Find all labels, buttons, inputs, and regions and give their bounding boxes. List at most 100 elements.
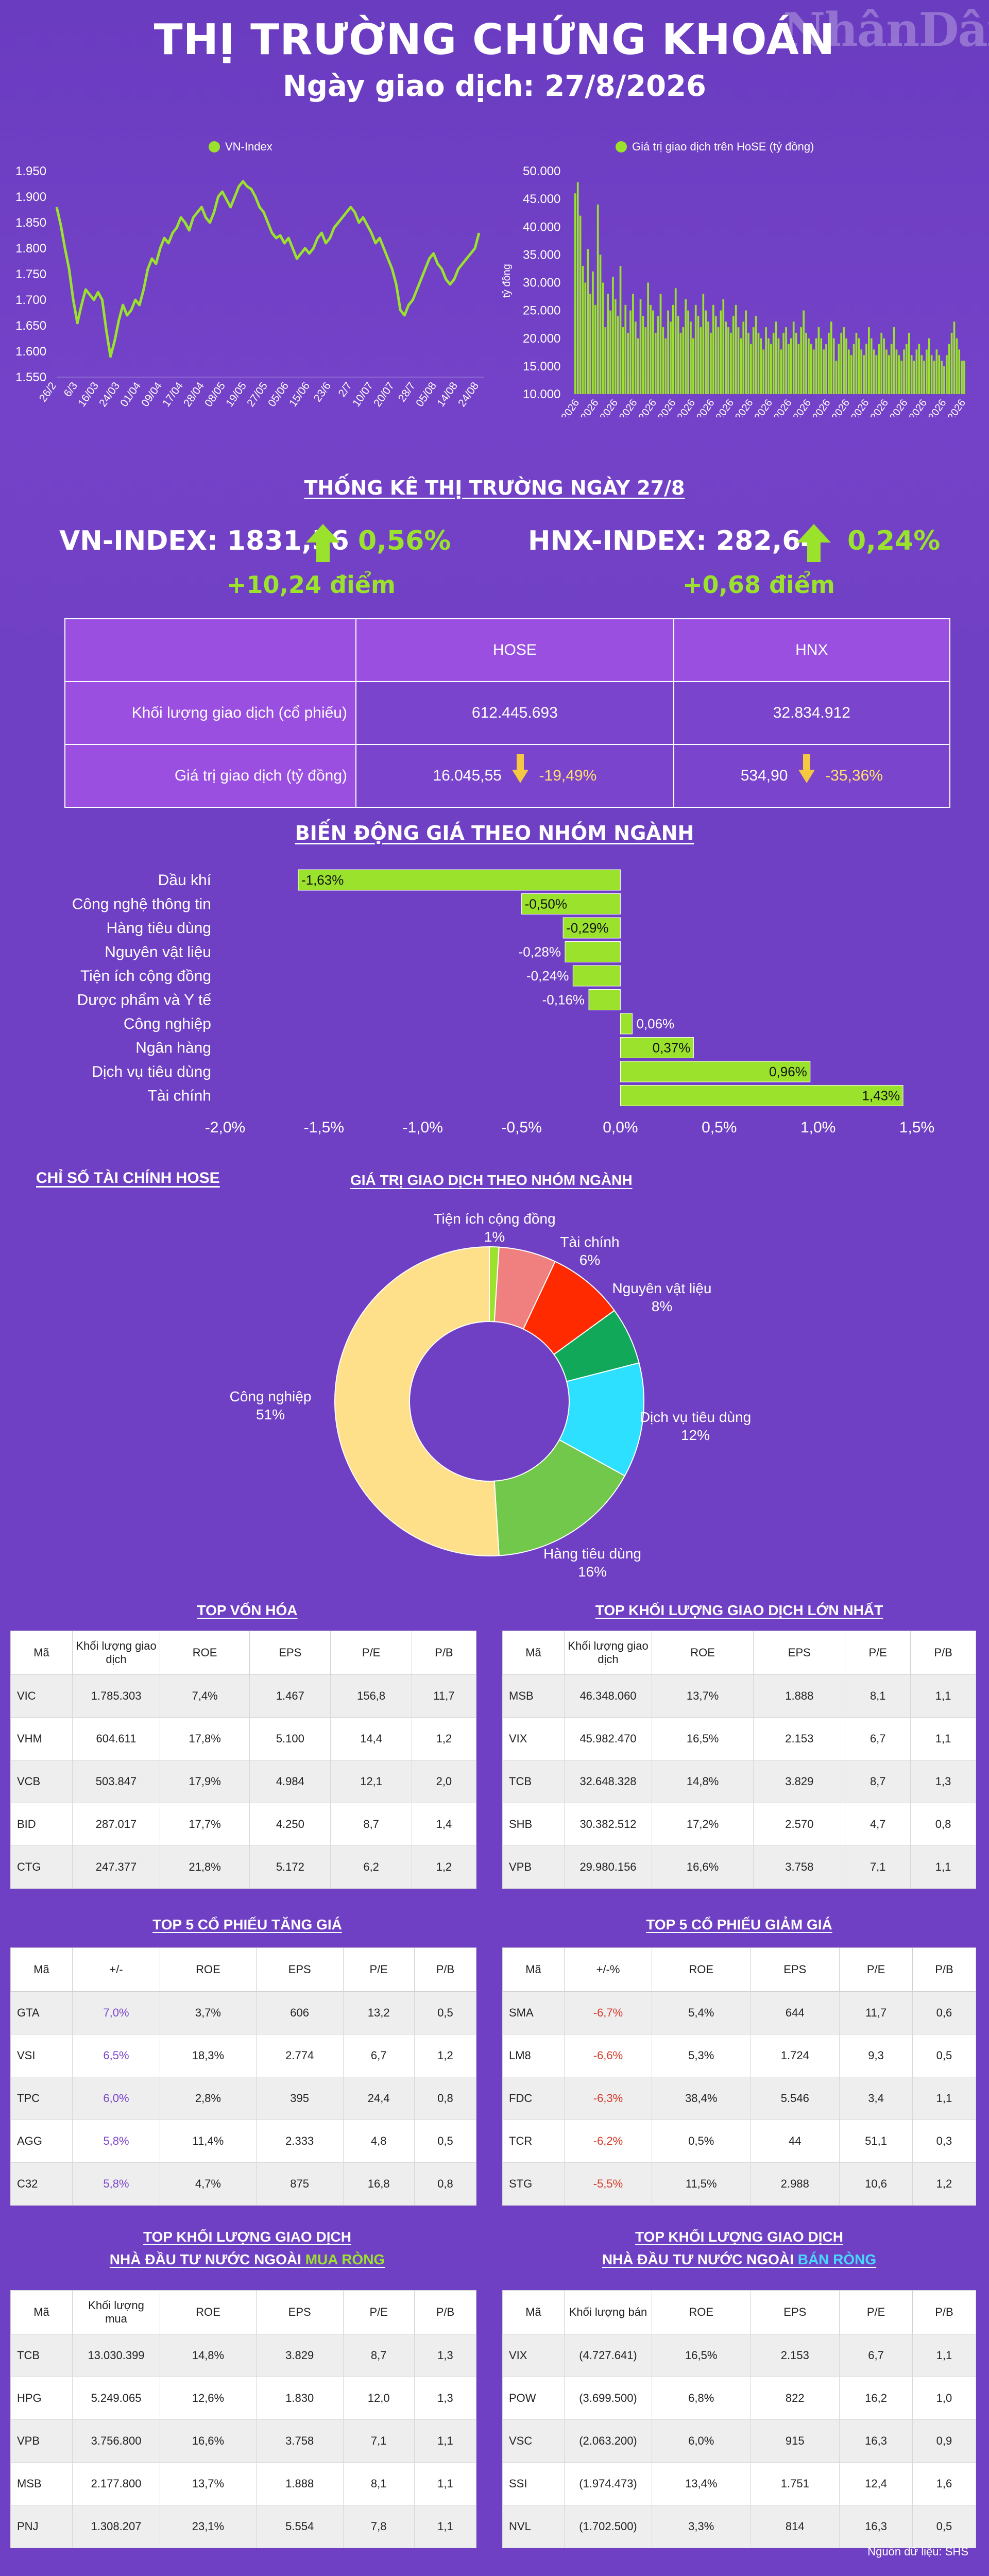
- hose-value-bar: [760, 338, 762, 394]
- y-tick-label: 1.650: [15, 319, 46, 333]
- foreign-sell-title-line2: NHÀ ĐẦU TƯ NƯỚC NGOÀI BÁN RÒNG: [502, 2248, 976, 2271]
- hose-value-bar: [700, 327, 702, 394]
- hose-value-bar: [782, 332, 785, 394]
- table-row: STG -5,5% 11,5% 2.988 10,6 1,2: [502, 2162, 977, 2206]
- value-cell: 0,6: [912, 1991, 977, 2035]
- value-cell: 3.829: [255, 2334, 344, 2377]
- sector-label: Nguyên vật liệu: [105, 944, 211, 961]
- table-row: BID 287.017 17,7% 4.250 8,7 1,4: [10, 1803, 477, 1846]
- value-cell: 2.988: [750, 2162, 840, 2206]
- ticker-cell: SMA: [502, 1991, 565, 2035]
- x-tick-label: 23/6: [312, 380, 333, 404]
- hose-value-bar: [832, 338, 835, 394]
- hose-value-bar: [622, 327, 624, 394]
- x-tick-label: -0,5%: [501, 1119, 541, 1136]
- hose-value-bar: [762, 349, 765, 394]
- legend-label: VN-Index: [225, 140, 272, 153]
- x-tick-label: 20/07: [371, 380, 397, 409]
- hose-value-bar: [885, 349, 888, 394]
- x-tick-label: 27/05: [245, 380, 270, 409]
- table-row: SMA -6,7% 5,4% 644 11,7 0,6: [502, 1991, 977, 2035]
- value-cell: 14,8%: [651, 1760, 754, 1803]
- value-cell: 822: [750, 2377, 840, 2420]
- value-cell: 17,7%: [159, 1803, 250, 1846]
- hose-value-bar: [918, 344, 920, 394]
- table-corner: [64, 618, 356, 682]
- x-tick-label: 08/05: [202, 380, 228, 409]
- hose-value-bar: [906, 344, 908, 394]
- ticker-cell: TCR: [502, 2120, 565, 2163]
- hose-value-bar: [848, 349, 850, 394]
- value-cell: 1,2: [912, 2162, 977, 2206]
- value-cell: 2.177.800: [72, 2462, 160, 2505]
- hose-value-cell: 16.045,55 -19,49%: [355, 744, 674, 808]
- value-cell: 1,1: [912, 2077, 977, 2120]
- y-tick-label: 1.700: [15, 293, 46, 307]
- hose-value-bar: [670, 321, 672, 394]
- hose-value-bar: [720, 310, 722, 394]
- hose-value-bar: [637, 338, 639, 394]
- legend-dot-icon: [616, 141, 627, 152]
- top-losers-table: Mã +/-% ROE EPS P/E P/B SMA -6,7% 5,4% 644 11,7 0,6…: [502, 1947, 977, 2206]
- hose-value-bar: [642, 316, 644, 394]
- column-header: P/E: [330, 1631, 412, 1675]
- column-header: P/E: [839, 1947, 913, 1992]
- col-hnx: HNX: [673, 618, 951, 682]
- hose-value-bar: [657, 316, 659, 394]
- table-row: MSB 46.348.060 13,7% 1.888 8,1 1,1: [502, 1674, 976, 1718]
- hose-value-bar: [745, 310, 747, 394]
- hose-value-bar: [612, 277, 614, 394]
- hose-value-bar: [815, 338, 817, 394]
- hose-value-bar: [712, 304, 714, 394]
- column-header: EPS: [753, 1631, 846, 1675]
- value-cell: 13,2: [343, 1991, 415, 2035]
- slice-label: Dịch vụ tiêu dùng: [640, 1409, 751, 1425]
- hose-value-bar: [752, 327, 755, 394]
- value-cell: 12,0: [343, 2377, 415, 2420]
- value-cell: 1,1: [910, 1674, 976, 1718]
- hose-value-bar: [770, 344, 772, 394]
- x-tick-label: 24/08: [456, 380, 481, 409]
- value-cell: 1.467: [249, 1674, 331, 1718]
- hose-value-bar: [725, 321, 727, 394]
- hose-value-bar: [579, 215, 582, 394]
- legend-dot-icon: [209, 141, 220, 152]
- hose-value-bar: [888, 355, 890, 394]
- hose-value-bar: [810, 344, 812, 394]
- hose-value-bar: [963, 361, 965, 394]
- table-row: SHB 30.382.512 17,2% 2.570 4,7 0,8: [502, 1803, 976, 1846]
- value-cell: 5,8%: [72, 2162, 160, 2206]
- sector-data-label: -0,50%: [525, 896, 567, 912]
- hose-value-bar: [825, 344, 827, 394]
- value-cell: 0,5: [912, 2505, 977, 2548]
- value-cell: 875: [255, 2162, 344, 2206]
- value-cell: -6,6%: [564, 2034, 652, 2077]
- column-header: Khối lượng mua: [72, 2290, 160, 2334]
- hose-value-bar: [933, 361, 935, 394]
- foreign-sell-table: Mã Khối lượng bán ROE EPS P/E P/B VIX (4.727.64…: [502, 2290, 977, 2548]
- value-cell: 2,8%: [160, 2077, 257, 2120]
- hose-value-bar: [863, 355, 865, 394]
- ticker-cell: VIX: [502, 2334, 565, 2377]
- value-cell: 3,7%: [160, 1991, 257, 2035]
- hose-value-bar: [948, 344, 950, 394]
- hose-value-bar-chart: 50.000 45.000 40.000 35.000 30.000 25.000 20.0…: [501, 164, 968, 417]
- value-cell: 16,8: [343, 2162, 415, 2206]
- hose-volume: 612.445.693: [355, 681, 674, 745]
- hose-value-bar: [797, 344, 800, 394]
- value-cell: 16,5%: [651, 2334, 751, 2377]
- market-summary-table: HOSE HNX Khối lượng giao dịch (cổ phiếu)…: [64, 618, 951, 808]
- value-cell: 38,4%: [651, 2077, 751, 2120]
- sector-bar: [620, 1037, 694, 1058]
- column-header: Khối lượng bán: [564, 2290, 652, 2334]
- hose-value-bar: [765, 327, 767, 394]
- hose-value-bar: [775, 321, 777, 394]
- value-cell: 4,7%: [160, 2162, 257, 2206]
- up-arrow-icon: [306, 524, 340, 562]
- y-tick-label: 1.550: [15, 370, 46, 384]
- table-row: VSI 6,5% 18,3% 2.774 6,7 1,2: [10, 2034, 477, 2077]
- value-cell: 4.984: [249, 1760, 331, 1803]
- value-cell: 8,7: [845, 1760, 911, 1803]
- hose-value-bar: [737, 327, 740, 394]
- value-cell: 8,7: [330, 1803, 412, 1846]
